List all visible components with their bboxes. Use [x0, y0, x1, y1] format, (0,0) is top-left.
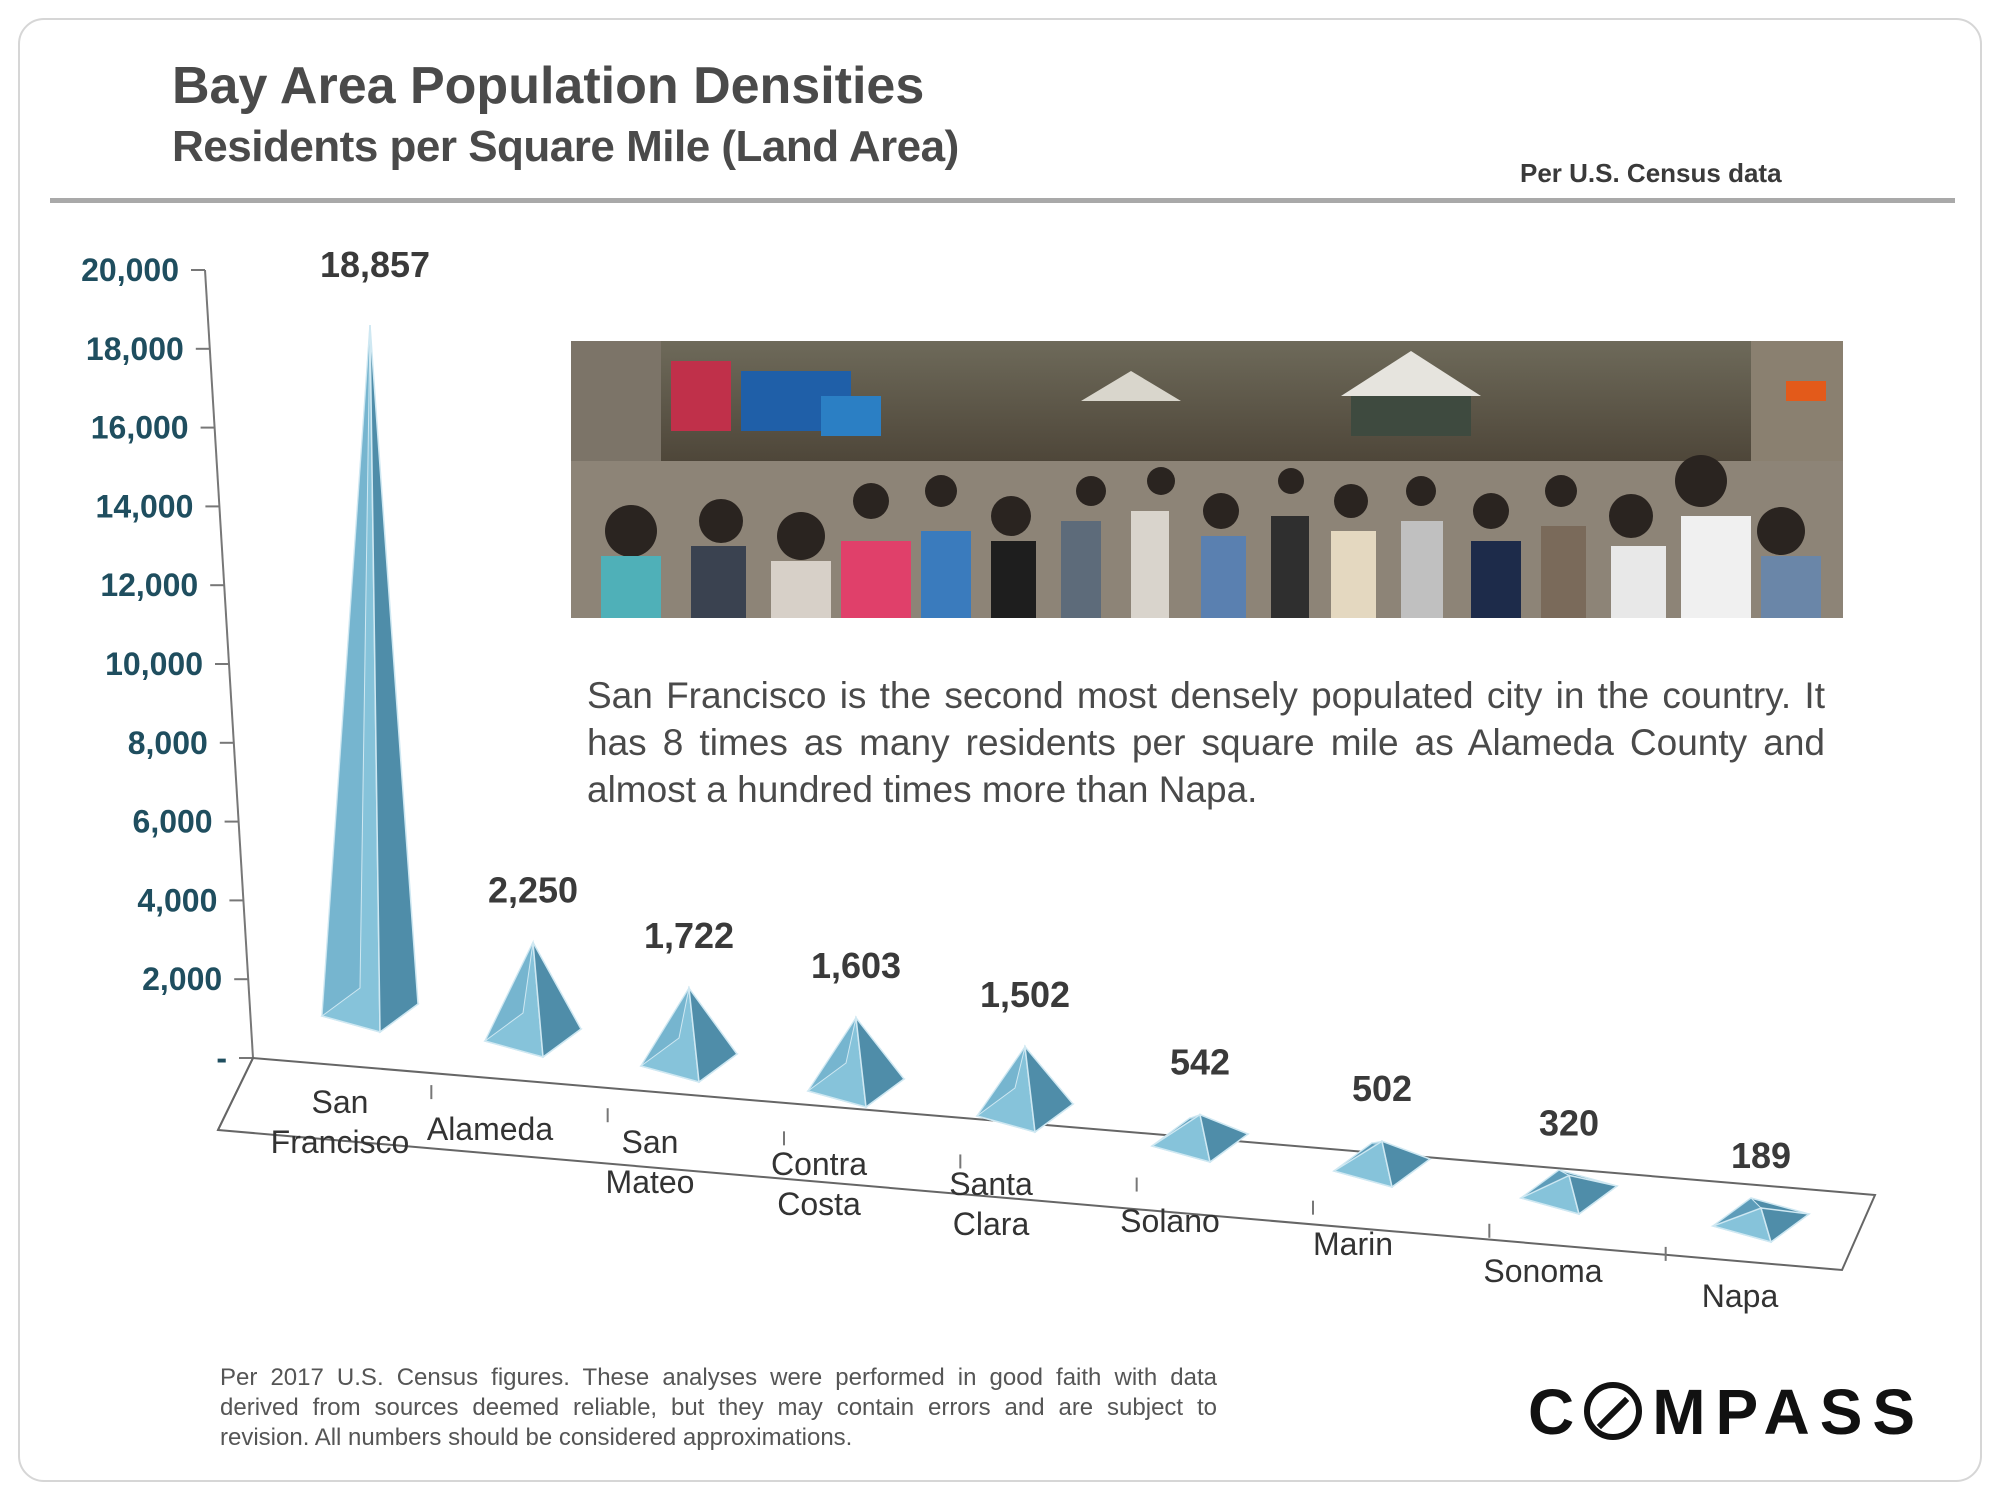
- pyramid-bar: [1332, 1140, 1432, 1189]
- pyramid-face-right: [687, 985, 739, 1084]
- x-tick-label: Sonoma: [1483, 1253, 1602, 1289]
- x-tick-label-line: Marin: [1313, 1226, 1393, 1262]
- x-tick-label: Santa Clara: [949, 1166, 1033, 1242]
- x-tick-label-line: San: [312, 1084, 369, 1120]
- pyramid-face-back: [1712, 1197, 1762, 1227]
- chart-title: Bay Area Population Densities: [172, 57, 925, 115]
- pyramid-bar: [483, 939, 583, 1059]
- footnote-disclaimer: Per 2017 U.S. Census figures. These anal…: [220, 1364, 1217, 1451]
- y-tick-label: 16,000: [91, 410, 189, 446]
- source-note: Per U.S. Census data: [1520, 158, 1782, 188]
- x-tick-label-line: Sonoma: [1483, 1253, 1602, 1289]
- y-tick-label: 20,000: [81, 252, 179, 288]
- pyramid-face-right: [1759, 1207, 1811, 1244]
- pyramid-bar: [975, 1044, 1075, 1134]
- x-tick-label: Solano: [1120, 1203, 1220, 1239]
- pyramid-face-back: [640, 987, 690, 1067]
- x-tick-label-line: San: [622, 1124, 679, 1160]
- pyramid-bar: [639, 985, 739, 1084]
- x-tick-label: San Francisco: [271, 1084, 410, 1160]
- y-tick-label: 10,000: [105, 646, 203, 682]
- y-tick-label: 14,000: [96, 488, 194, 524]
- pyramid-face-back: [1151, 1114, 1201, 1147]
- x-tick-label-line: Contra: [771, 1146, 867, 1182]
- data-label: 2,250: [488, 869, 578, 910]
- pyramid-face-back: [1333, 1140, 1383, 1172]
- annotation-text: San Francisco is the second most densely…: [587, 675, 1825, 810]
- x-tick-label: Napa: [1702, 1278, 1779, 1314]
- y-tick-label: 6,000: [133, 804, 213, 840]
- y-tick-label: 2,000: [142, 961, 222, 997]
- data-label: 502: [1352, 1068, 1412, 1109]
- header-divider: [50, 198, 1955, 203]
- pyramid-bar: [1518, 1169, 1619, 1216]
- pyramid-bar: [806, 1015, 906, 1109]
- pyramid-bar: [1710, 1197, 1811, 1244]
- x-tick-label-line: Mateo: [606, 1164, 695, 1200]
- data-label: 18,857: [320, 244, 430, 285]
- x-tick-label-line: Alameda: [427, 1111, 554, 1147]
- chart-subtitle: Residents per Square Mile (Land Area): [172, 122, 959, 171]
- pyramid-face-back: [484, 942, 534, 1042]
- x-tick-label-line: Francisco: [271, 1124, 410, 1160]
- pyramid-bar: [1150, 1113, 1250, 1164]
- pyramid-face-right: [1198, 1113, 1250, 1164]
- x-tick-label-line: Clara: [953, 1206, 1030, 1242]
- pyramid-face-back: [976, 1046, 1026, 1117]
- pyramid-bar: [320, 324, 420, 1034]
- pyramid-face-right: [1380, 1140, 1432, 1189]
- y-tick-label: 18,000: [86, 331, 184, 367]
- pyramid-face-back: [321, 324, 371, 1018]
- compass-o-icon: [1584, 1382, 1643, 1440]
- data-label: 1,502: [980, 974, 1070, 1015]
- x-tick-label: Contra Costa: [771, 1146, 867, 1222]
- x-tick-label: San Mateo: [606, 1124, 695, 1200]
- x-tick-label: Alameda: [427, 1111, 554, 1147]
- logo-text-end: MPASS: [1652, 1376, 1926, 1448]
- pyramid-face-right: [369, 324, 419, 1034]
- pyramid-face-right: [854, 1015, 906, 1109]
- x-tick-label-line: Santa: [949, 1166, 1033, 1202]
- data-label: 320: [1539, 1102, 1599, 1143]
- x-tick-label-line: Costa: [777, 1186, 861, 1222]
- floor-edge: [217, 1057, 254, 1131]
- data-label: 1,603: [811, 945, 901, 986]
- y-tick-label: -: [216, 1040, 227, 1076]
- pyramid-face-right: [1567, 1174, 1619, 1216]
- pyramid-face-back: [1520, 1169, 1571, 1199]
- x-tick-label: Marin: [1313, 1226, 1393, 1262]
- data-label: 189: [1731, 1135, 1791, 1176]
- pyramid-face-right: [1023, 1044, 1075, 1134]
- crowd-photo: [571, 341, 1843, 618]
- x-tick-label-line: Solano: [1120, 1203, 1220, 1239]
- pyramid-face-back: [807, 1017, 857, 1092]
- x-tick-label-line: Napa: [1702, 1278, 1779, 1314]
- y-tick-label: 4,000: [137, 882, 217, 918]
- data-label: 542: [1170, 1042, 1230, 1083]
- data-label: 1,722: [644, 915, 734, 956]
- logo-text-start: C: [1528, 1376, 1585, 1448]
- compass-logo: C MPASS: [1528, 1375, 1925, 1449]
- y-tick-label: 8,000: [128, 725, 208, 761]
- y-tick-label: 12,000: [100, 567, 198, 603]
- pyramid-face-right: [532, 941, 582, 1059]
